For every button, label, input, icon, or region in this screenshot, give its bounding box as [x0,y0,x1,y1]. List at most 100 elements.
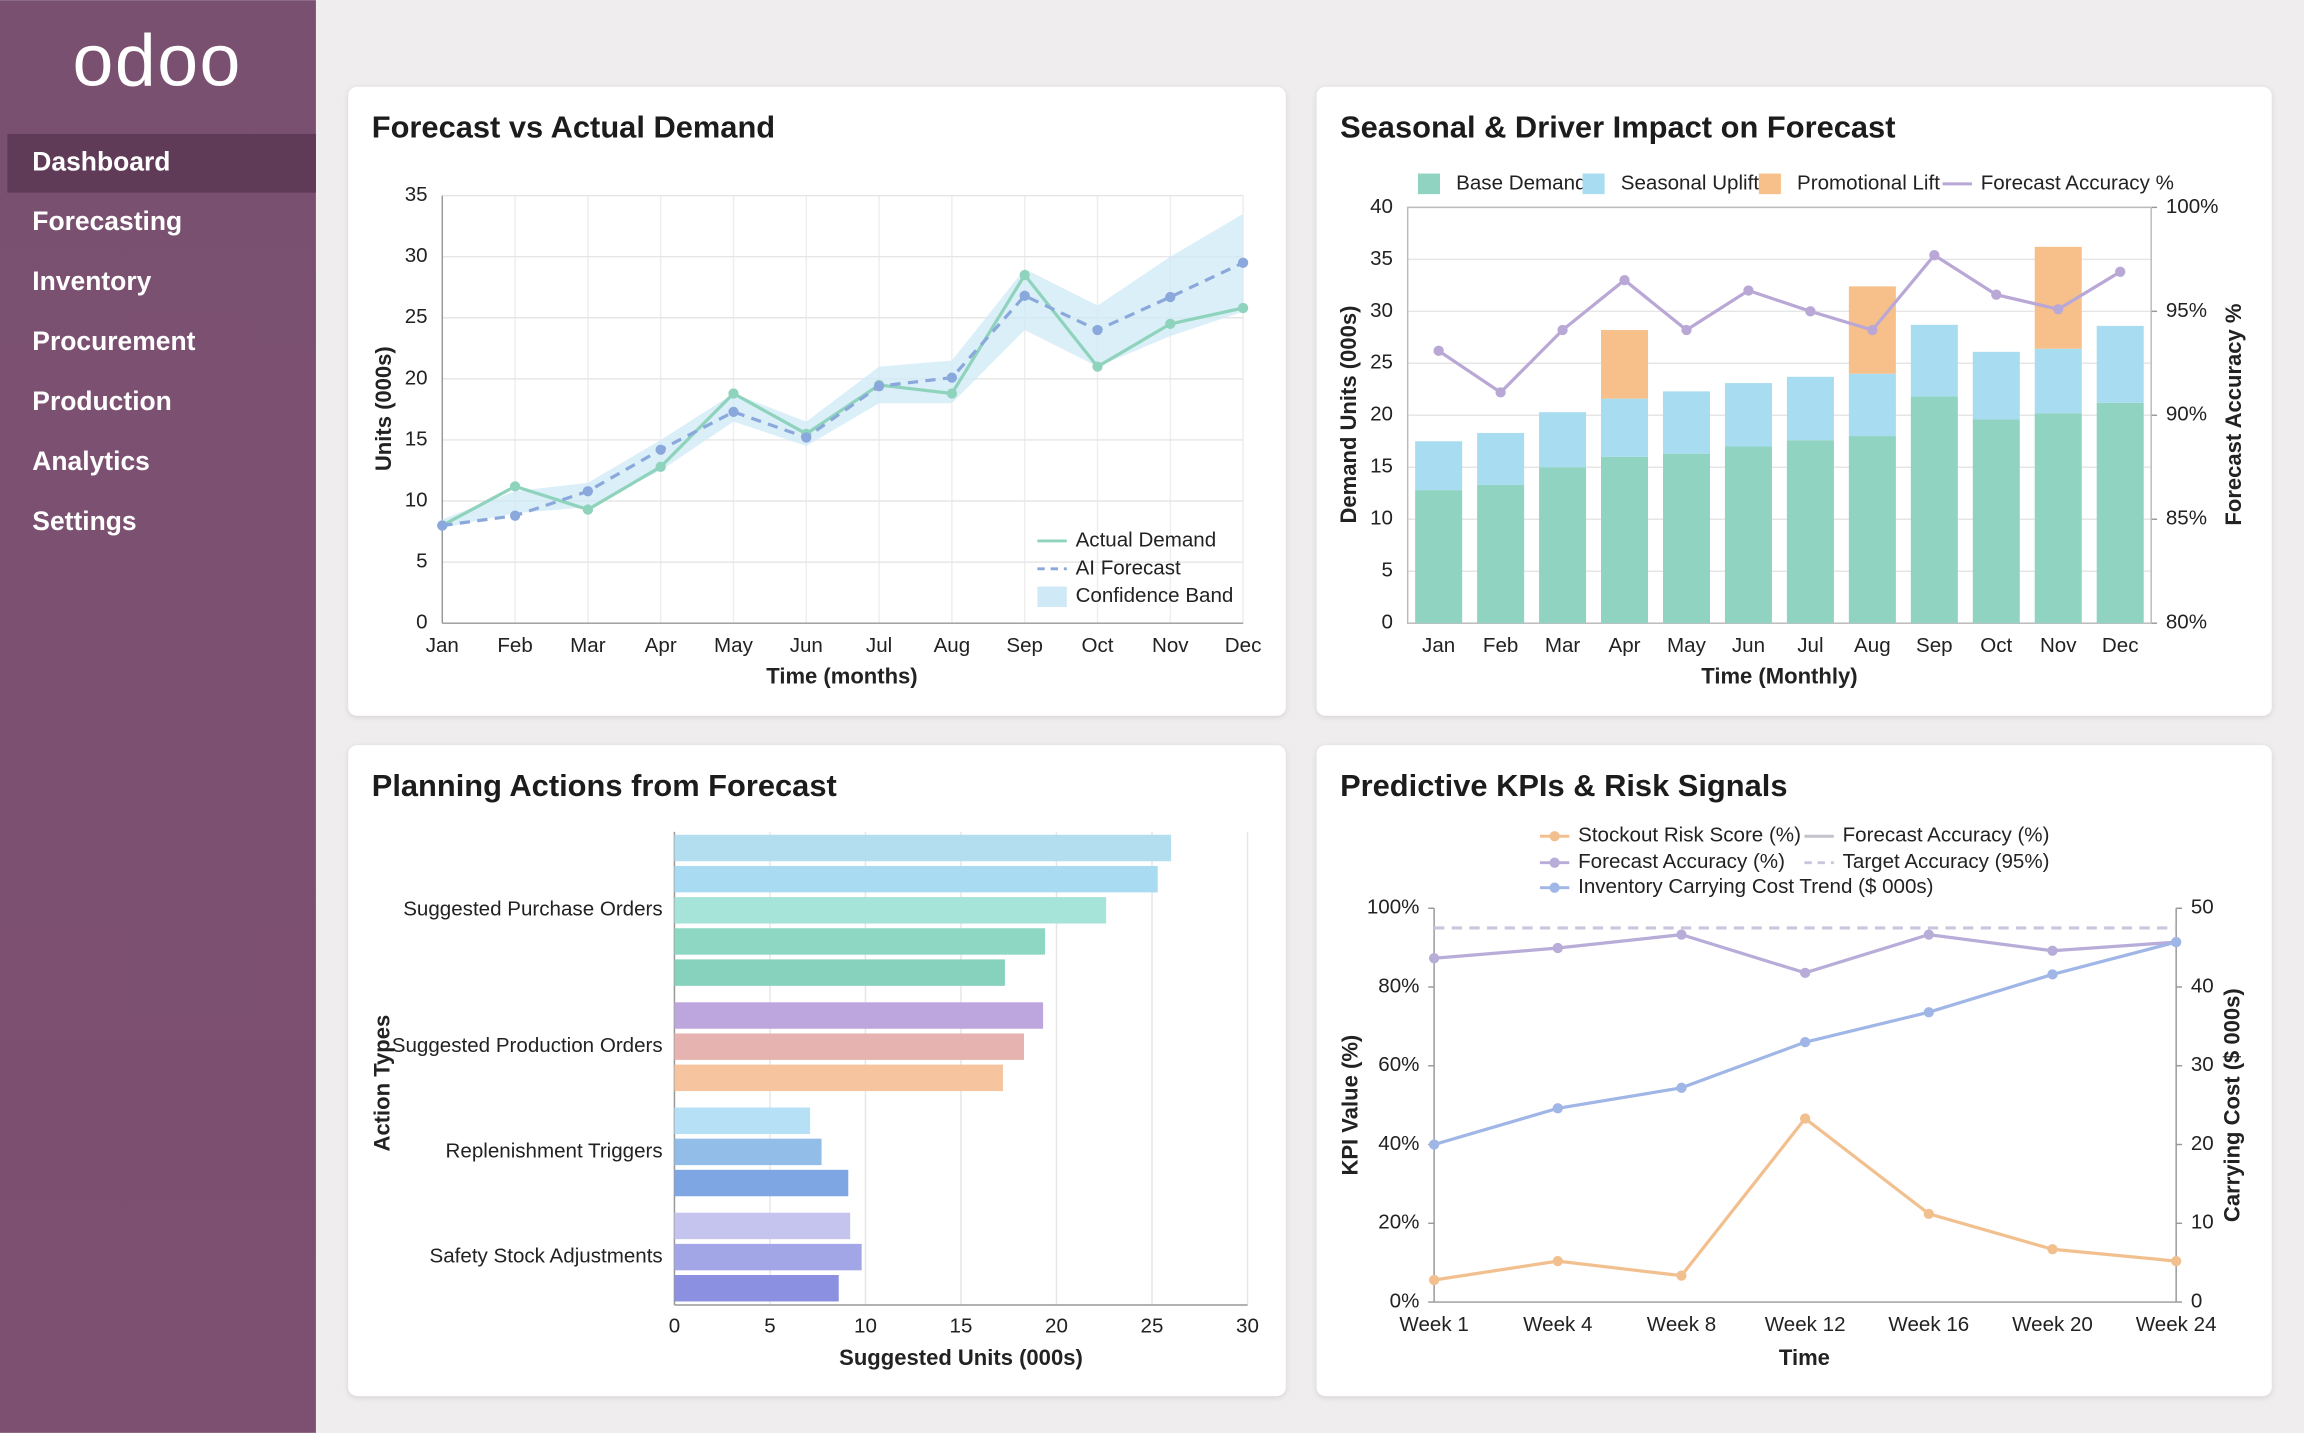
series-line [442,261,1244,528]
bar-segment [1724,446,1772,624]
series-marker [1800,1113,1811,1124]
y-tick-label: 20 [1370,403,1393,426]
bar-segment [2034,246,2082,349]
series-marker [1923,1208,1934,1219]
y2-tick-label: 20 [2191,1132,2214,1155]
bar [674,865,1158,893]
series-marker [1428,1139,1440,1150]
bar-segment [1972,351,2020,420]
series-marker [1552,1103,1563,1114]
y-tick-label: 40 [1370,195,1393,218]
legend-marker [1549,831,1560,842]
y-axis-label: KPI Value (%) [1338,1035,1363,1176]
x-tick-label: Week 12 [1765,1313,1846,1336]
series-marker [1495,387,1506,398]
legend-label: Inventory Carrying Cost Trend ($ 000s) [1578,875,1933,898]
y-tick-label: 80% [1378,974,1419,997]
bar-segment [1539,412,1587,468]
x-axis-label: Suggested Units (000s) [839,1345,1083,1370]
nav-item[interactable]: Inventory [32,266,151,296]
y2-tick-label: 100% [2166,195,2219,218]
series-marker [873,381,885,392]
y2-tick-label: 10 [2191,1211,2214,1234]
legend-label: Forecast Accuracy % [1981,171,2174,194]
legend-label: AI Forecast [1076,556,1181,579]
x-tick-label: Mar [1545,634,1581,657]
bar-segment [1662,391,1710,454]
series-marker [2053,304,2064,315]
x-tick-label: 25 [1141,1314,1164,1337]
bar [674,1064,1004,1092]
legend-swatch [1417,173,1440,195]
card [348,86,1286,716]
bar [674,1212,851,1240]
y-tick-label: 10 [405,488,428,511]
x-tick-label: Week 20 [2012,1313,2093,1336]
nav-item[interactable]: Forecasting [32,206,182,236]
legend-label: Promotional Lift [1797,171,1940,194]
y2-tick-label: 0 [2191,1289,2202,1312]
y2-axis-label: Forecast Accuracy % [2221,303,2246,525]
x-tick-label: 20 [1045,1314,1068,1337]
x-tick-label: Jan [426,634,459,657]
chart-title: Seasonal & Driver Impact on Forecast [1340,110,1895,145]
bar [674,1275,839,1302]
bar-segment [1724,383,1772,447]
x-tick-label: Jan [1422,634,1455,657]
x-tick-label: Dec [2102,634,2139,657]
series-marker [1676,929,1687,940]
nav-item[interactable]: Settings [32,506,136,536]
nav-item[interactable]: Production [32,386,172,416]
bar [674,1107,811,1134]
series-marker [1867,324,1878,336]
bar-segment [1477,432,1525,485]
x-tick-label: May [714,634,754,657]
legend-label: Confidence Band [1076,584,1234,607]
chart-title: Planning Actions from Forecast [372,768,837,803]
legend-label: Forecast Accuracy (%) [1578,850,1785,873]
legend-label: Target Accuracy (95%) [1843,850,2050,873]
x-tick-label: 30 [1236,1314,1259,1337]
y-tick-label: 40% [1378,1132,1419,1155]
series-marker [1165,291,1176,303]
series-marker [1557,324,1568,336]
x-tick-label: Week 4 [1523,1313,1592,1336]
y2-tick-label: 40 [2191,974,2214,997]
y-tick-label: 35 [1370,247,1393,270]
x-tick-label: Jul [1797,634,1823,657]
series-marker [2171,1255,2182,1267]
y-tick-label: 30 [405,244,428,267]
nav-item[interactable]: Dashboard [32,146,170,176]
y-tick-label: 60% [1378,1053,1419,1076]
x-tick-label: May [1667,634,1707,657]
y-tick-label: 25 [405,305,428,328]
brand-logo[interactable]: odoo [73,19,242,102]
legend-swatch [1582,173,1605,195]
bar-segment [1786,376,1834,441]
legend-swatch [1037,586,1067,608]
legend-label: Stockout Risk Score (%) [1578,824,1801,847]
bar [674,1002,1044,1029]
x-tick-label: Oct [1980,634,2012,657]
x-tick-label: Feb [1483,634,1518,657]
x-tick-label: Week 24 [2136,1313,2217,1336]
x-tick-label: Nov [2040,634,2077,657]
x-tick-label: Sep [1006,634,1043,657]
bar-segment [1601,456,1649,624]
x-axis-label: Time (months) [766,663,917,688]
nav-item[interactable]: Procurement [32,326,195,356]
y-tick-label: 10 [1370,507,1393,530]
y2-tick-label: 30 [2191,1053,2214,1076]
x-tick-label: 5 [764,1314,775,1337]
bar [674,959,1005,986]
group-label: Safety Stock Adjustments [430,1245,663,1268]
bar-segment [1786,440,1834,624]
x-tick-label: Week 16 [1888,1313,1969,1336]
nav-item[interactable]: Analytics [32,446,150,476]
chart-title: Predictive KPIs & Risk Signals [1340,768,1787,803]
legend-marker [1549,857,1560,868]
bar-segment [1662,453,1710,624]
x-tick-label: Jun [790,634,823,657]
